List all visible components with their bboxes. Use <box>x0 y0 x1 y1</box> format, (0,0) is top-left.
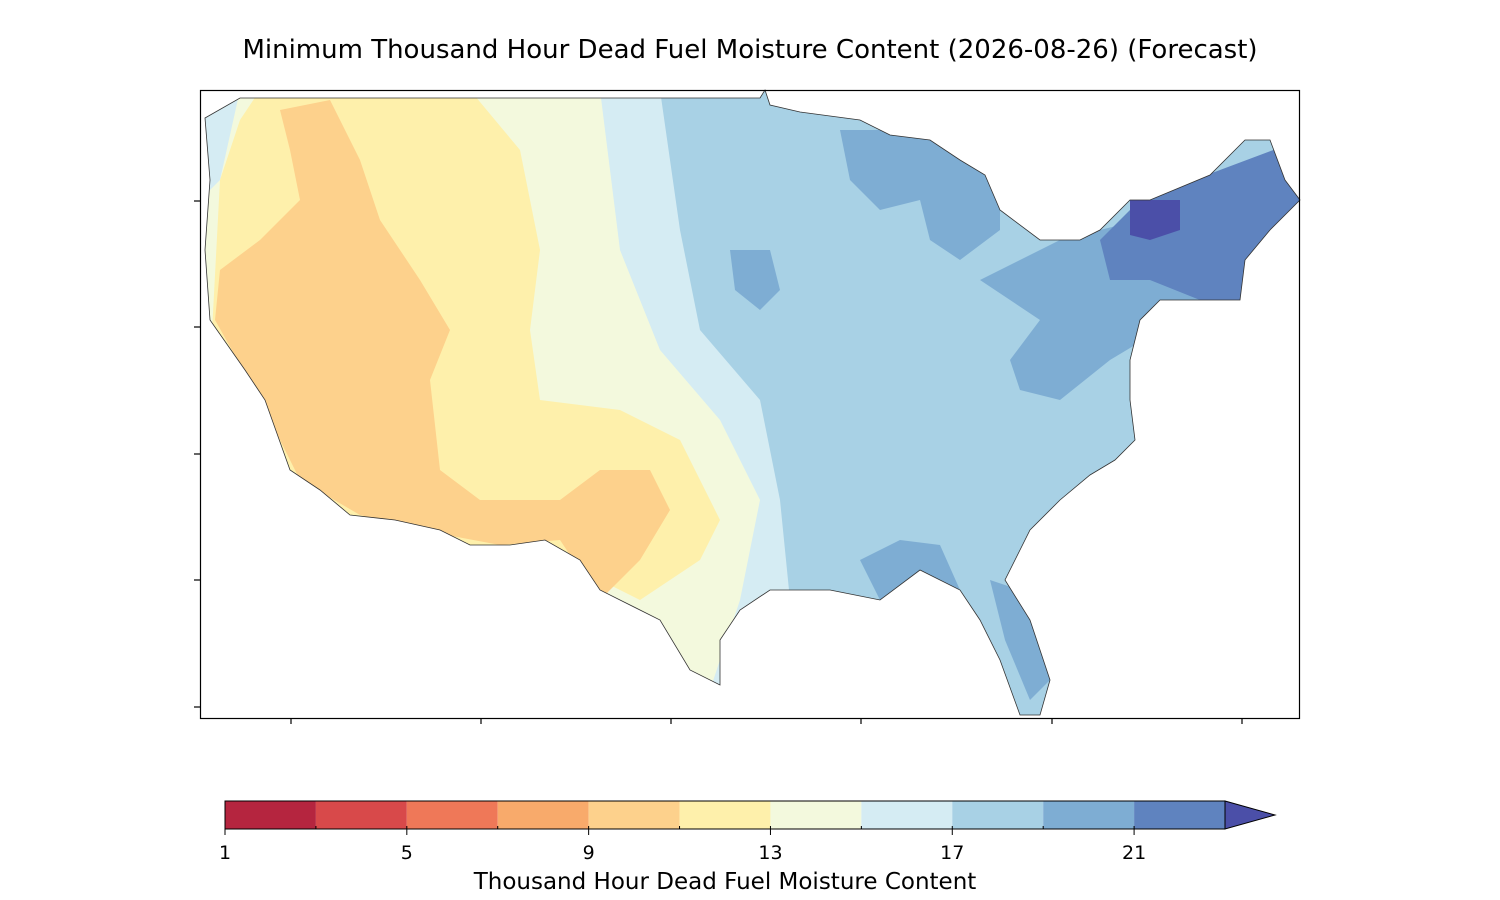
frame-ticks <box>194 200 1243 724</box>
map-frame <box>199 89 1301 720</box>
colorbar-bin <box>225 801 316 829</box>
colorbar-bin <box>588 801 680 829</box>
us-outline <box>204 89 1301 716</box>
colorbar-bin <box>497 801 589 829</box>
colorbar-tick-label: 1 <box>219 842 231 864</box>
colorbar-tick-label: 5 <box>401 842 413 864</box>
colorbar-tick-label: 9 <box>583 842 595 864</box>
colorbar-bin <box>1134 801 1225 829</box>
colorbar: 1 5 9 13 17 21 <box>219 800 1277 864</box>
colorbar-label: Thousand Hour Dead Fuel Moisture Content <box>473 869 977 895</box>
colorbar-tick-label: 13 <box>758 842 782 864</box>
colorbar-bin <box>770 801 862 829</box>
colorbar-bin <box>315 801 407 829</box>
title: Minimum Thousand Hour Dead Fuel Moisture… <box>242 35 1257 65</box>
colorbar-bin <box>406 801 498 829</box>
map-fill <box>205 90 1300 715</box>
colorbar-bin <box>1043 801 1135 829</box>
colorbar-bin <box>679 801 771 829</box>
colorbar-bin <box>861 801 953 829</box>
colorbar-frame <box>224 800 1226 830</box>
colorbar-tick-label: 17 <box>940 842 964 864</box>
colorbar-tick-label: 21 <box>1122 842 1146 864</box>
colorbar-extend <box>1224 800 1277 830</box>
colorbar-bin <box>952 801 1044 829</box>
